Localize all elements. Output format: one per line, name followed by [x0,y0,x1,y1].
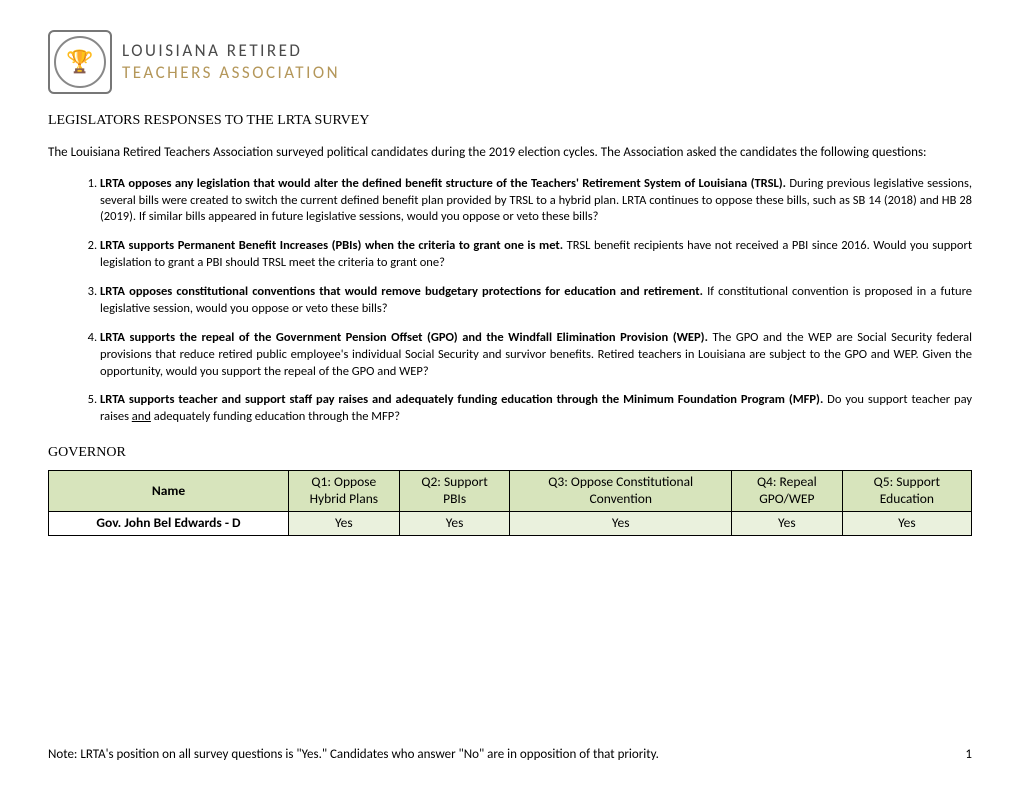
section-heading-governor: GOVERNOR [48,444,972,462]
seal-badge: 🏆 [48,30,112,94]
document-title: LEGISLATORS RESPONSES TO THE LRTA SURVEY [48,112,972,130]
col-header-q5: Q5: SupportEducation [842,471,971,512]
question-rest-post: adequately funding education through the… [151,409,400,424]
question-lead: LRTA supports teacher and support staff … [100,392,823,407]
response-q3: Yes [510,512,732,536]
question-lead: LRTA opposes any legislation that would … [100,176,786,191]
question-item: LRTA opposes any legislation that would … [100,176,972,227]
col-header-q2: Q2: SupportPBIs [399,471,510,512]
table-row: Gov. John Bel Edwards - D Yes Yes Yes Ye… [49,512,972,536]
logo-line1: LOUISIANA RETIRED [122,40,340,62]
question-item: LRTA supports teacher and support staff … [100,392,972,426]
response-q2: Yes [399,512,510,536]
question-lead: LRTA supports Permanent Benefit Increase… [100,238,563,253]
question-rest-underline: and [132,409,151,424]
question-item: LRTA opposes constitutional conventions … [100,284,972,318]
response-table: Name Q1: OpposeHybrid Plans Q2: SupportP… [48,470,972,536]
response-q5: Yes [842,512,971,536]
question-lead: LRTA opposes constitutional conventions … [100,284,703,299]
question-lead: LRTA supports the repeal of the Governme… [100,330,708,345]
logo-block: 🏆 LOUISIANA RETIRED TEACHERS ASSOCIATION [48,30,972,94]
response-q4: Yes [731,512,842,536]
table-header-row: Name Q1: OpposeHybrid Plans Q2: SupportP… [49,471,972,512]
page-number: 1 [965,747,972,764]
footer-note: Note: LRTA's position on all survey ques… [48,747,659,764]
logo-line2: TEACHERS ASSOCIATION [122,62,340,84]
question-list: LRTA opposes any legislation that would … [48,176,972,427]
logo-text: LOUISIANA RETIRED TEACHERS ASSOCIATION [122,40,340,84]
candidate-name: Gov. John Bel Edwards - D [49,512,289,536]
col-header-name: Name [49,471,289,512]
question-item: LRTA supports Permanent Benefit Increase… [100,238,972,272]
seal-icon: 🏆 [66,48,93,77]
intro-paragraph: The Louisiana Retired Teachers Associati… [48,144,972,162]
col-header-q4: Q4: RepealGPO/WEP [731,471,842,512]
col-header-q3: Q3: Oppose ConstitutionalConvention [510,471,732,512]
footer: Note: LRTA's position on all survey ques… [48,747,972,764]
response-q1: Yes [288,512,399,536]
question-item: LRTA supports the repeal of the Governme… [100,330,972,381]
col-header-q1: Q1: OpposeHybrid Plans [288,471,399,512]
